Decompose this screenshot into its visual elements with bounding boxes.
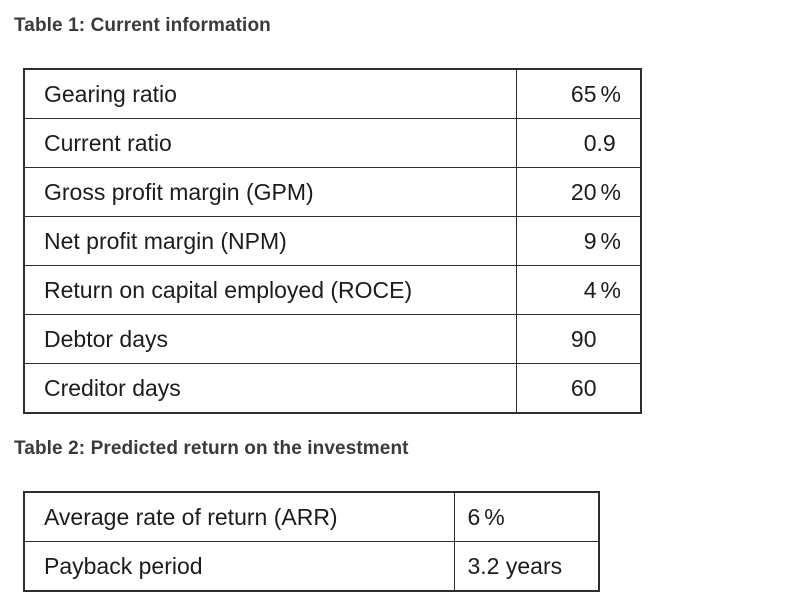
- table-row: Average rate of return (ARR) 6%: [23, 491, 600, 542]
- metric-value: 20%: [515, 167, 642, 217]
- metric-label: Gearing ratio: [23, 68, 517, 119]
- metric-label: Debtor days: [23, 314, 517, 364]
- table-row: Current ratio 0.9: [23, 118, 642, 168]
- value-number: 6: [467, 503, 481, 530]
- table-row: Payback period 3.2 years: [23, 541, 600, 592]
- table-row: Net profit margin (NPM) 9%: [23, 216, 642, 266]
- metric-value: 6%: [453, 491, 600, 542]
- value-number: 9: [583, 227, 597, 254]
- value-number: 20: [570, 178, 597, 205]
- table-row: Gross profit margin (GPM) 20%: [23, 167, 642, 217]
- value-number: 4: [583, 276, 597, 303]
- value-number: 3: [467, 552, 481, 579]
- metric-value: 60: [515, 363, 642, 414]
- value-number: 0: [583, 129, 597, 156]
- table-row: Gearing ratio 65%: [23, 68, 642, 119]
- metric-value: 65%: [515, 68, 642, 119]
- value-suffix: %: [600, 178, 621, 205]
- table1-caption: Table 1: Current information: [14, 15, 271, 36]
- metric-label: Current ratio: [23, 118, 517, 168]
- metric-value: 90: [515, 314, 642, 364]
- table2-predicted-return: Average rate of return (ARR) 6% Payback pe…: [23, 491, 600, 592]
- document-page: Table 1: Current information Gearing rat…: [0, 15, 793, 592]
- table1-current-information: Gearing ratio 65% Current ratio 0.9 Gross pr…: [23, 68, 642, 414]
- metric-label: Payback period: [23, 541, 455, 592]
- table2-body: Average rate of return (ARR) 6% Payback pe…: [23, 491, 600, 592]
- metric-label: Average rate of return (ARR): [23, 491, 455, 542]
- value-suffix: %: [600, 80, 621, 107]
- metric-value: 9%: [515, 216, 642, 266]
- table-row: Creditor days 60: [23, 363, 642, 414]
- value-suffix: %: [484, 503, 505, 530]
- value-number: 60: [570, 374, 597, 401]
- metric-label: Creditor days: [23, 363, 517, 414]
- value-number: 90: [570, 325, 597, 352]
- table1-body: Gearing ratio 65% Current ratio 0.9 Gross pr…: [23, 68, 642, 414]
- value-suffix: %: [600, 276, 621, 303]
- metric-label: Gross profit margin (GPM): [23, 167, 517, 217]
- metric-label: Net profit margin (NPM): [23, 216, 517, 266]
- value-suffix: .2 years: [480, 552, 563, 579]
- table2-caption: Table 2: Predicted return on the investm…: [14, 438, 409, 459]
- value-suffix: .9: [596, 129, 616, 156]
- metric-label: Return on capital employed (ROCE): [23, 265, 517, 315]
- table-row: Return on capital employed (ROCE) 4%: [23, 265, 642, 315]
- metric-value: 3.2 years: [453, 541, 600, 592]
- metric-value: 0.9: [515, 118, 642, 168]
- metric-value: 4%: [515, 265, 642, 315]
- value-suffix: %: [600, 227, 621, 254]
- table-row: Debtor days 90: [23, 314, 642, 364]
- value-number: 65: [570, 80, 597, 107]
